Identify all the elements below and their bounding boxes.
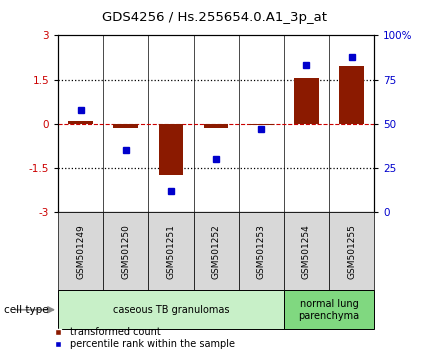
Bar (239, 212, 284, 290)
Bar (339, 67, 364, 124)
Text: GDS4256 / Hs.255654.0.A1_3p_at: GDS4256 / Hs.255654.0.A1_3p_at (102, 11, 328, 24)
Bar (294, 78, 319, 124)
Bar (58, 290, 284, 329)
Bar (204, 124, 228, 128)
Bar (194, 212, 239, 290)
Legend: transformed count, percentile rank within the sample: transformed count, percentile rank withi… (48, 327, 235, 349)
Text: GSM501251: GSM501251 (166, 224, 175, 279)
Text: GSM501252: GSM501252 (212, 224, 221, 279)
Text: GSM501250: GSM501250 (121, 224, 130, 279)
Bar (159, 124, 183, 175)
Text: GSM501254: GSM501254 (302, 224, 311, 279)
Bar (58, 212, 103, 290)
Text: normal lung
parenchyma: normal lung parenchyma (298, 299, 359, 321)
Bar (329, 212, 374, 290)
Bar (284, 290, 374, 329)
Bar (148, 212, 194, 290)
Text: cell type: cell type (4, 305, 49, 315)
Text: GSM501249: GSM501249 (76, 224, 85, 279)
Bar (68, 121, 93, 124)
Text: GSM501253: GSM501253 (257, 224, 266, 279)
Text: caseous TB granulomas: caseous TB granulomas (113, 305, 229, 315)
Bar (114, 124, 138, 128)
Text: GSM501255: GSM501255 (347, 224, 356, 279)
Bar (103, 212, 148, 290)
Bar (284, 212, 329, 290)
Bar (249, 124, 273, 125)
